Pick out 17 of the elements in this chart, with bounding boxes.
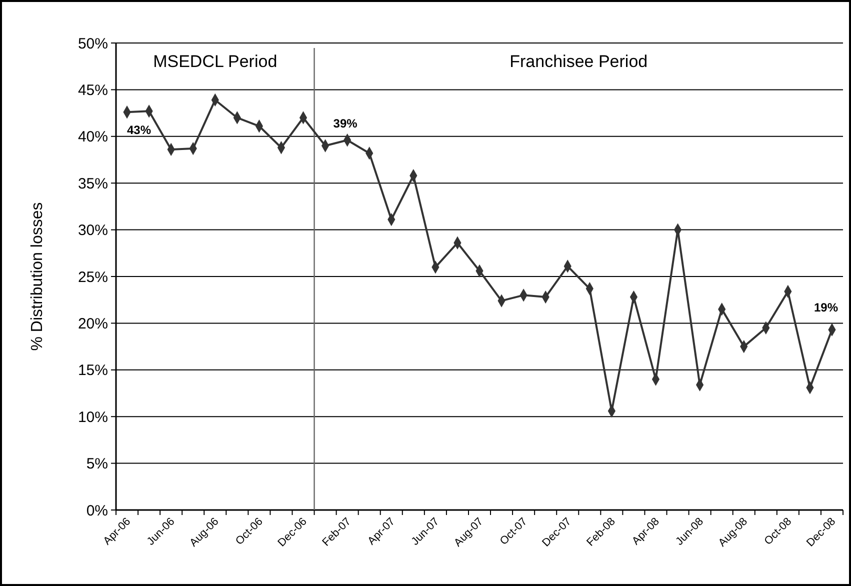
y-tick-label: 15% [78, 362, 108, 380]
annotation: Franchisee Period [510, 52, 648, 71]
y-tick-label: 20% [78, 315, 108, 332]
y-tick-label: 0% [86, 502, 108, 520]
y-tick-label: 50% [78, 35, 108, 52]
annotation: MSEDCL Period [153, 52, 278, 71]
data-label: 39% [333, 116, 358, 131]
data-label: 19% [814, 300, 838, 315]
y-axis-title: % Distribution losses [29, 202, 46, 351]
y-tick-label: 35% [78, 175, 108, 192]
y-tick-label: 45% [78, 82, 108, 99]
y-tick-label: 25% [78, 268, 108, 286]
data-label: 43% [127, 123, 152, 138]
y-tick-label: 40% [78, 128, 108, 146]
y-tick-label: 10% [78, 408, 108, 426]
y-tick-label: 30% [78, 222, 108, 240]
y-tick-label: 5% [86, 456, 108, 473]
